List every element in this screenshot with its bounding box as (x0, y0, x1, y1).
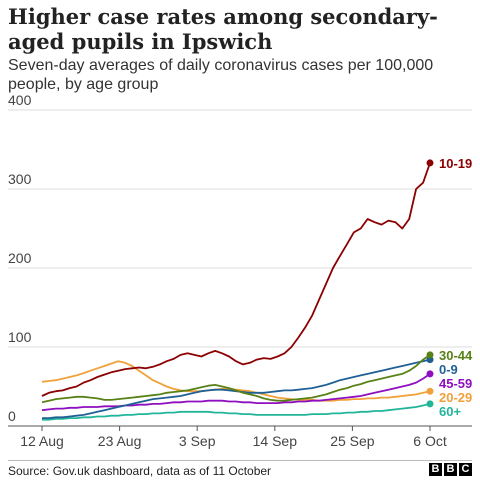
x-tick-label: 6 Oct (413, 433, 447, 449)
series-label-10-19: 10-19 (439, 156, 472, 171)
chart-subtitle: Seven-day averages of daily coronavirus … (8, 57, 434, 93)
source-note: Source: Gov.uk dashboard, data as of 11 … (8, 464, 272, 478)
bbc-logo: B B C (429, 463, 472, 476)
series-label-45-59: 45-59 (439, 376, 472, 391)
x-tick-label: 12 Aug (20, 433, 64, 449)
x-tick-label: 14 Sep (253, 433, 298, 449)
series-label-20-29: 20-29 (439, 390, 472, 405)
y-tick-label: 200 (8, 250, 32, 266)
gridlines (8, 109, 472, 427)
x-tick-label: 3 Sep (179, 433, 216, 449)
series-endpoint-10-19 (426, 159, 434, 167)
series-line-30-44 (41, 354, 431, 404)
series-label-30-44: 30-44 (439, 348, 473, 363)
y-tick-label: 300 (8, 171, 32, 187)
series-label-0-9: 0-9 (439, 362, 458, 377)
x-tick-label: 23 Aug (98, 433, 142, 449)
series-line-10-19 (41, 162, 431, 397)
x-axis: 12 Aug 23 Aug 3 Sep 14 Sep 25 Sep 6 Oct (20, 426, 447, 449)
series-endpoint-60+ (426, 400, 434, 408)
chart-title: Higher case rates among secondary-aged p… (8, 4, 438, 54)
y-axis: 0 100 200 300 400 (8, 92, 32, 424)
logo-letter-b1: B (429, 463, 442, 476)
series-endpoint-20-29 (426, 387, 434, 395)
y-tick-label: 400 (8, 92, 32, 108)
series-line-60+ (42, 403, 431, 421)
series-line-45-59 (41, 373, 431, 412)
footer-divider (8, 460, 472, 461)
logo-letter-b2: B (444, 463, 457, 476)
x-tick-label: 25 Sep (330, 433, 375, 449)
series-endpoint-45-59 (426, 370, 434, 378)
series-lines (41, 159, 434, 421)
series-label-60+: 60+ (439, 404, 461, 419)
line-chart: 0 100 200 300 400 12 Aug 23 Aug 3 Sep 14 Sep 25 … (8, 92, 473, 449)
logo-letter-c: C (459, 463, 472, 476)
y-tick-label: 0 (8, 408, 16, 424)
series-endpoint-30-44 (426, 351, 434, 359)
y-tick-label: 100 (8, 329, 32, 345)
